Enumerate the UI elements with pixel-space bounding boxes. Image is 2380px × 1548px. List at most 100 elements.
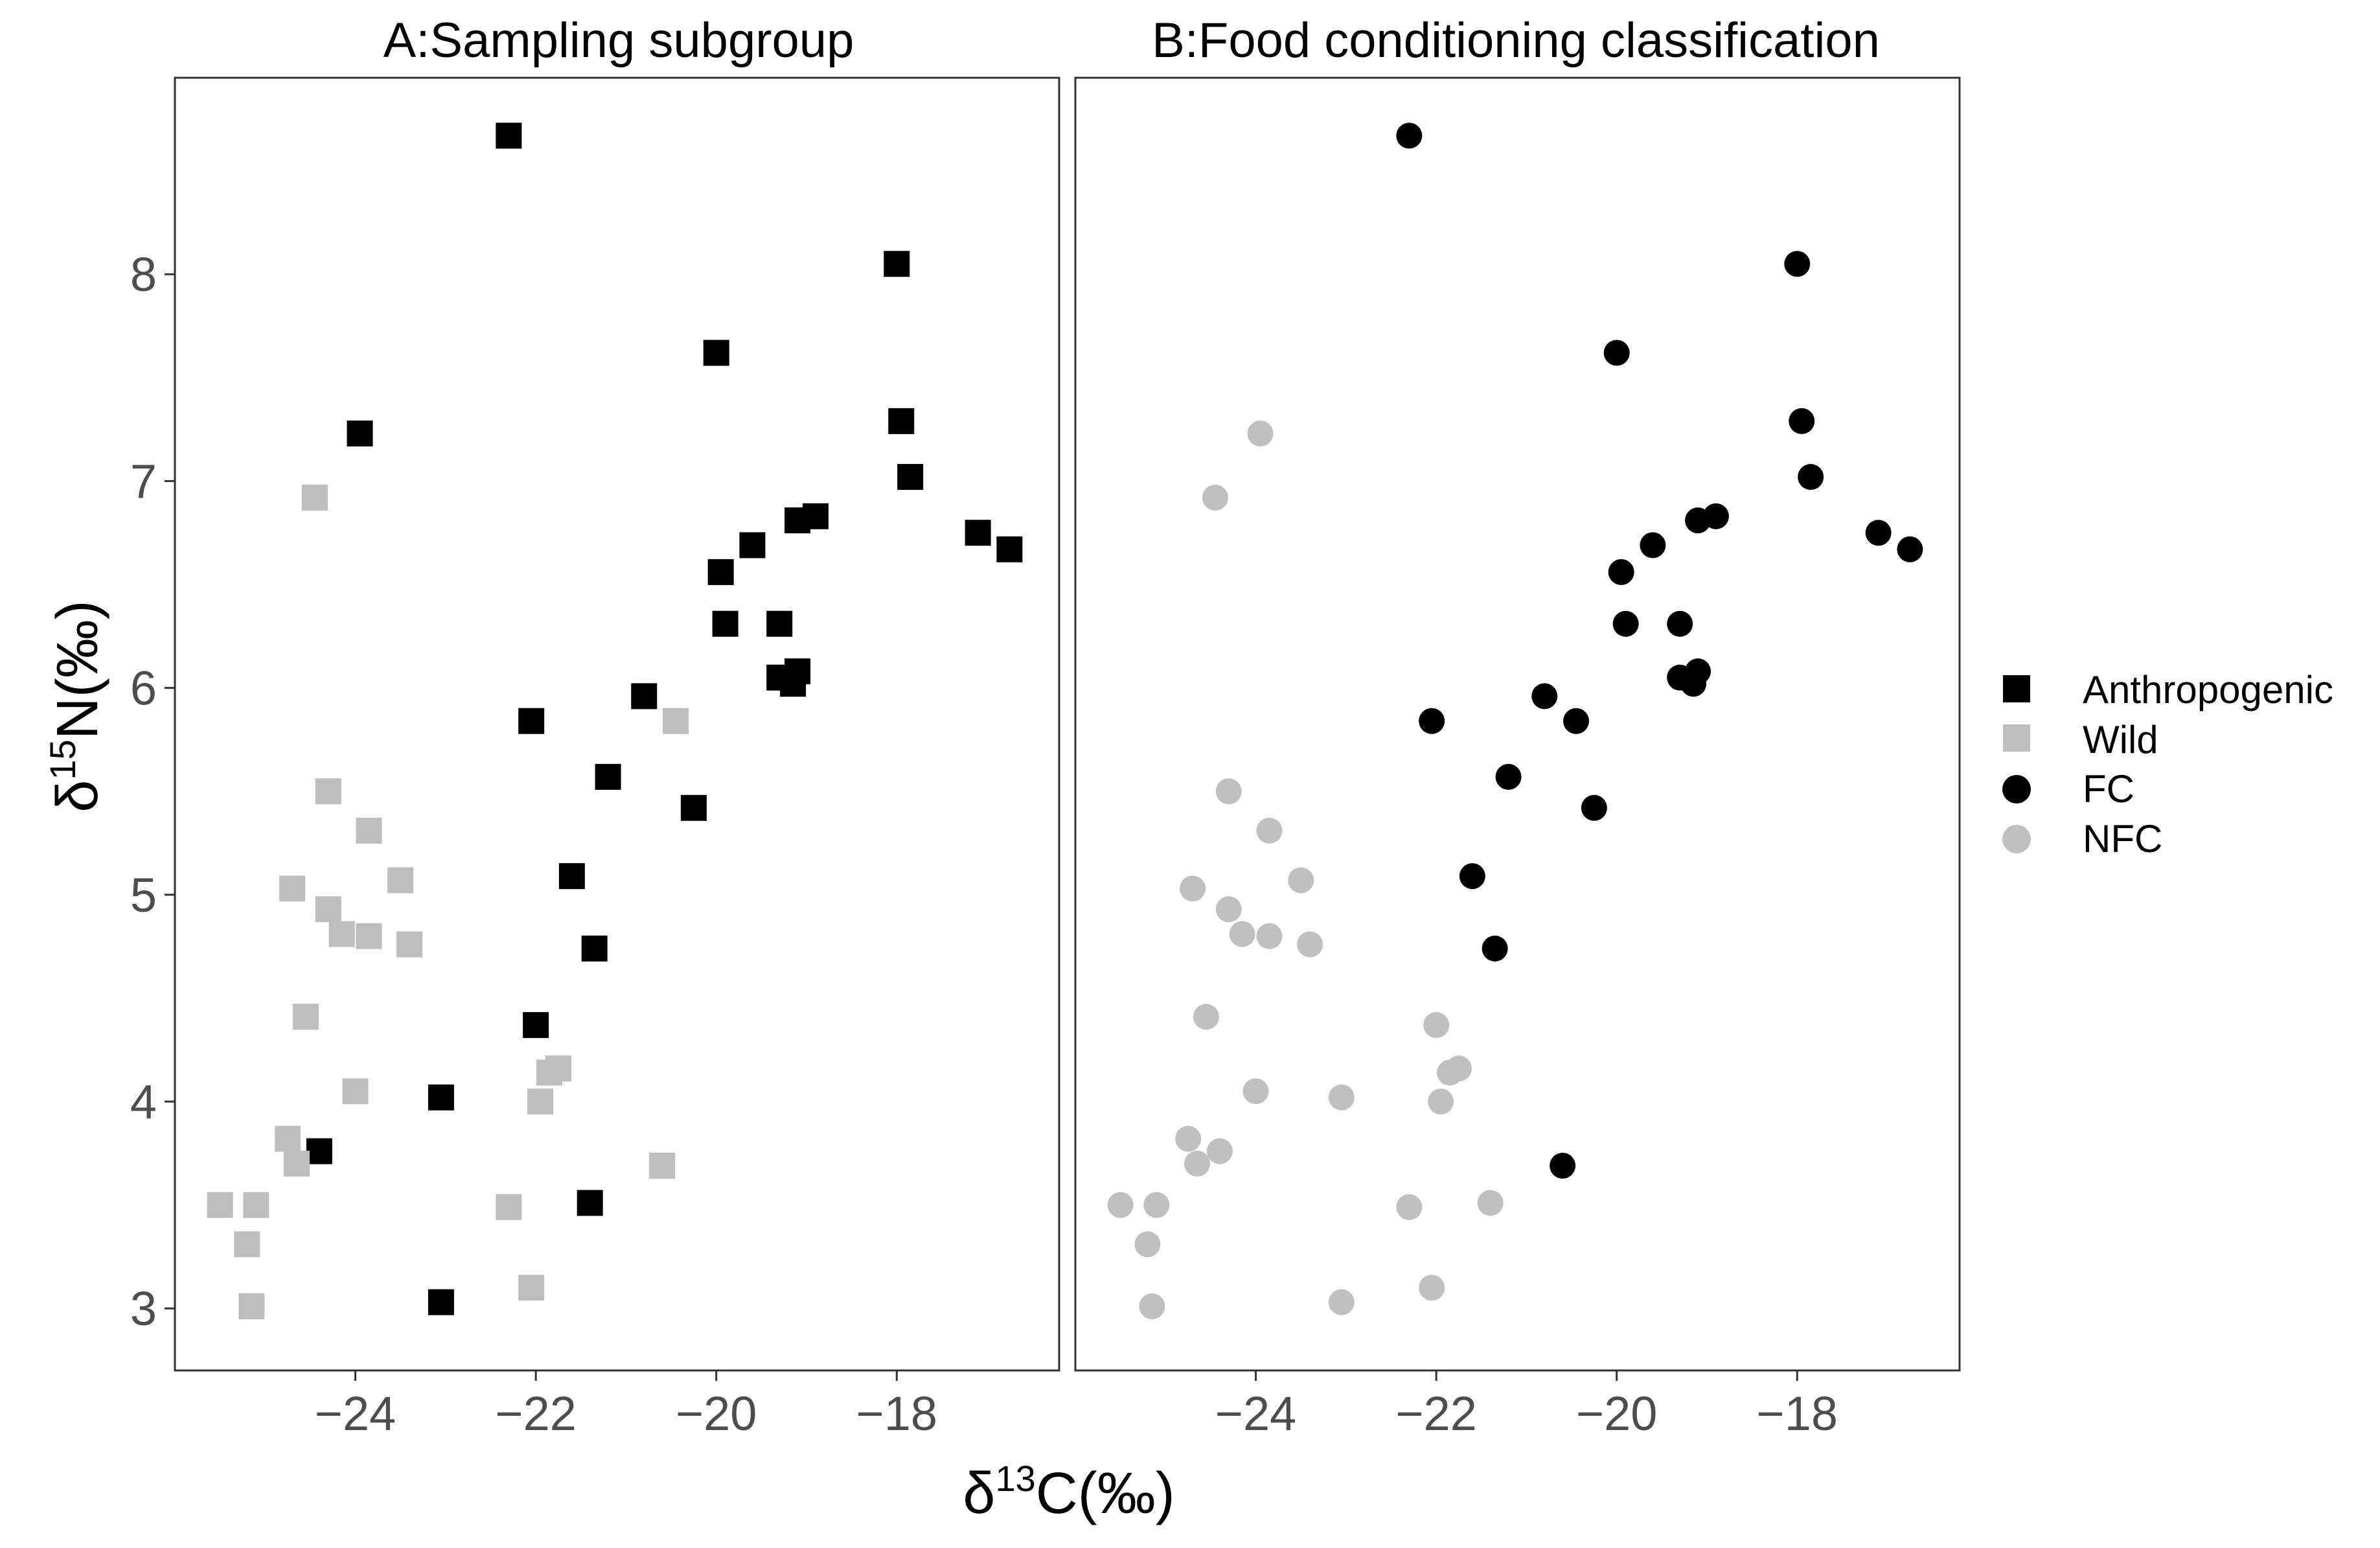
point-nfc-3 <box>1256 817 1283 844</box>
panel-b-frame <box>1074 76 1961 1372</box>
point-fc-21 <box>1459 863 1485 890</box>
point-nfc-5 <box>1180 875 1206 902</box>
point-anthropogenic-5 <box>897 464 924 491</box>
point-fc-15 <box>1680 671 1707 697</box>
point-nfc-27 <box>1139 1293 1165 1320</box>
y-tick-label: 4 <box>130 1075 157 1129</box>
point-fc-0 <box>1396 122 1423 149</box>
x-tick-label: −24 <box>315 1387 396 1440</box>
x-axis-title-sup: 13 <box>995 1458 1035 1499</box>
point-fc-10 <box>1608 559 1634 585</box>
y-axis-title: δ15N(‰) <box>42 600 110 812</box>
point-anthropogenic-22 <box>581 935 608 962</box>
y-tick-label: 8 <box>130 248 157 301</box>
panel-b-ticks: −24 −22 −20 −18 <box>1215 1370 1838 1440</box>
point-anthropogenic-12 <box>766 610 793 637</box>
point-nfc-1 <box>1202 484 1228 511</box>
point-nfc-25 <box>1419 1275 1445 1301</box>
point-wild-9 <box>396 931 423 958</box>
point-fc-16 <box>1531 683 1558 710</box>
point-nfc-9 <box>1297 931 1323 958</box>
point-nfc-8 <box>1256 923 1283 949</box>
point-anthropogenic-13 <box>712 610 738 637</box>
x-tick-label: −22 <box>1395 1387 1477 1440</box>
point-wild-20 <box>496 1194 522 1220</box>
panel-a-marks <box>207 122 1023 1320</box>
point-anthropogenic-26 <box>577 1190 603 1216</box>
point-wild-1 <box>663 708 689 734</box>
point-fc-3 <box>1789 408 1815 434</box>
x-tick-label: −18 <box>1757 1387 1838 1440</box>
point-wild-2 <box>315 778 341 805</box>
point-wild-13 <box>342 1078 369 1105</box>
legend-label-nfc: NFC <box>2083 817 2162 861</box>
point-fc-20 <box>1581 794 1607 821</box>
point-anthropogenic-21 <box>558 863 585 890</box>
point-wild-18 <box>207 1192 233 1218</box>
point-nfc-19 <box>1184 1150 1211 1177</box>
point-wild-12 <box>536 1059 563 1086</box>
point-fc-18 <box>1419 708 1445 734</box>
legend-label-fc: FC <box>2083 767 2134 811</box>
point-nfc-23 <box>1396 1194 1423 1220</box>
point-fc-11 <box>1667 610 1693 637</box>
point-nfc-26 <box>1328 1289 1355 1315</box>
point-nfc-6 <box>1215 896 1242 923</box>
point-anthropogenic-25 <box>306 1138 332 1164</box>
point-fc-8 <box>1897 536 1923 562</box>
point-anthropogenic-2 <box>703 340 729 366</box>
point-wild-15 <box>275 1126 301 1152</box>
point-nfc-10 <box>1193 1004 1219 1030</box>
point-nfc-0 <box>1247 421 1274 447</box>
point-wild-4 <box>387 867 414 894</box>
point-anthropogenic-0 <box>496 122 522 149</box>
x-tick-label: −18 <box>856 1387 938 1440</box>
panel-a-title: A:Sampling subgroup <box>383 13 854 68</box>
point-anthropogenic-20 <box>680 794 707 821</box>
point-anthropogenic-11 <box>707 559 734 585</box>
point-anthropogenic-19 <box>595 763 621 790</box>
x-tick-label: −20 <box>1576 1387 1658 1440</box>
x-axis-title: δ13C(‰) <box>963 1458 1174 1526</box>
point-anthropogenic-16 <box>780 671 807 697</box>
point-anthropogenic-23 <box>523 1011 549 1038</box>
legend-label-wild: Wild <box>2083 718 2158 761</box>
legend: Anthropogenic Wild FC NFC <box>2002 668 2333 861</box>
point-nfc-17 <box>1175 1126 1202 1152</box>
y-tick-label: 6 <box>130 662 157 715</box>
point-wild-14 <box>527 1089 554 1115</box>
point-wild-3 <box>356 817 382 844</box>
point-nfc-7 <box>1229 921 1255 947</box>
x-axis-title-rest: C(‰) <box>1036 1461 1175 1526</box>
x-tick-label: −20 <box>676 1387 757 1440</box>
point-nfc-14 <box>1242 1078 1269 1105</box>
y-tick-label: 7 <box>130 454 157 508</box>
point-wild-7 <box>328 921 355 947</box>
panel-a-frame <box>174 76 1060 1372</box>
point-fc-7 <box>1865 520 1892 546</box>
point-wild-16 <box>284 1150 310 1177</box>
point-wild-8 <box>356 923 382 949</box>
point-anthropogenic-3 <box>888 408 915 434</box>
legend-key-nfc <box>2002 825 2031 853</box>
panel-b: B:Food conditioning classification −24 −2… <box>1074 13 1961 1440</box>
y-tick-label: 3 <box>130 1282 157 1335</box>
point-anthropogenic-1 <box>884 251 910 277</box>
y-axis-title-sup: 15 <box>42 739 83 780</box>
y-tick-label: 5 <box>130 868 157 922</box>
legend-label-anthropogenic: Anthropogenic <box>2083 668 2333 711</box>
point-nfc-15 <box>1328 1084 1355 1111</box>
point-fc-22 <box>1482 935 1508 962</box>
point-nfc-11 <box>1423 1011 1450 1038</box>
point-wild-22 <box>518 1275 545 1301</box>
point-nfc-22 <box>1477 1190 1504 1216</box>
point-wild-5 <box>279 875 306 902</box>
point-wild-10 <box>292 1004 319 1030</box>
point-fc-12 <box>1612 610 1639 637</box>
point-wild-0 <box>301 484 328 511</box>
point-nfc-21 <box>1143 1192 1170 1218</box>
point-anthropogenic-17 <box>631 683 658 710</box>
point-nfc-20 <box>1107 1192 1134 1218</box>
x-tick-label: −24 <box>1215 1387 1297 1440</box>
point-wild-19 <box>243 1192 269 1218</box>
